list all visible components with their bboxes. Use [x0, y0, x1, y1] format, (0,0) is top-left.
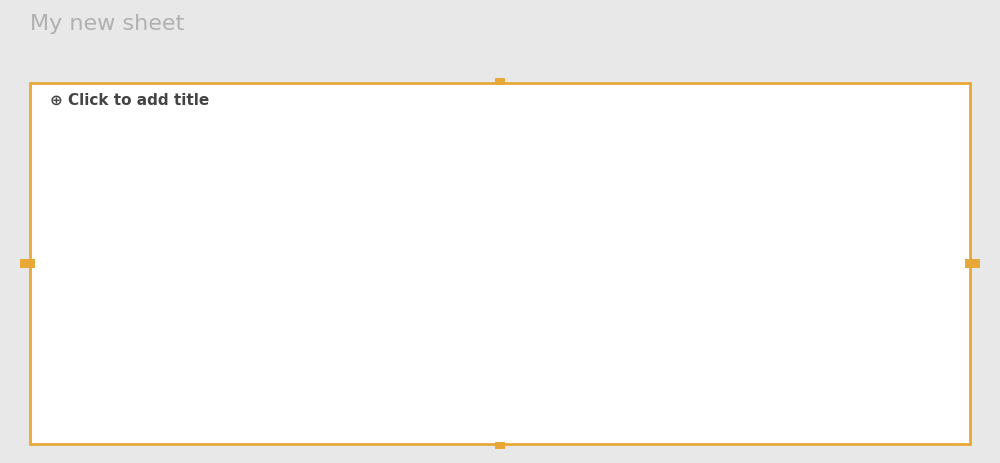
- Bar: [364, 358, 389, 389]
- Bar: [462, 357, 488, 389]
- Bar: [265, 355, 291, 389]
- X-axis label: Month , Product: Month , Product: [342, 418, 458, 433]
- Text: ⊕ Click to add title: ⊕ Click to add title: [50, 93, 209, 107]
- Bar: [214, 321, 240, 389]
- Bar: [141, 156, 167, 389]
- Text: My new sheet: My new sheet: [30, 14, 184, 34]
- Legend: A, B, C: A, B, C: [738, 128, 832, 254]
- Bar: [633, 165, 659, 389]
- Bar: [535, 163, 560, 389]
- Bar: [436, 167, 462, 389]
- Bar: [659, 358, 684, 389]
- Bar: [608, 319, 633, 389]
- Bar: [167, 355, 192, 389]
- Bar: [338, 174, 364, 389]
- Bar: [116, 332, 141, 389]
- Bar: [312, 319, 338, 389]
- Bar: [560, 357, 586, 389]
- Bar: [411, 334, 436, 389]
- Y-axis label: Sum(Sales): Sum(Sales): [44, 213, 59, 296]
- Bar: [509, 322, 535, 389]
- Bar: [240, 175, 265, 389]
